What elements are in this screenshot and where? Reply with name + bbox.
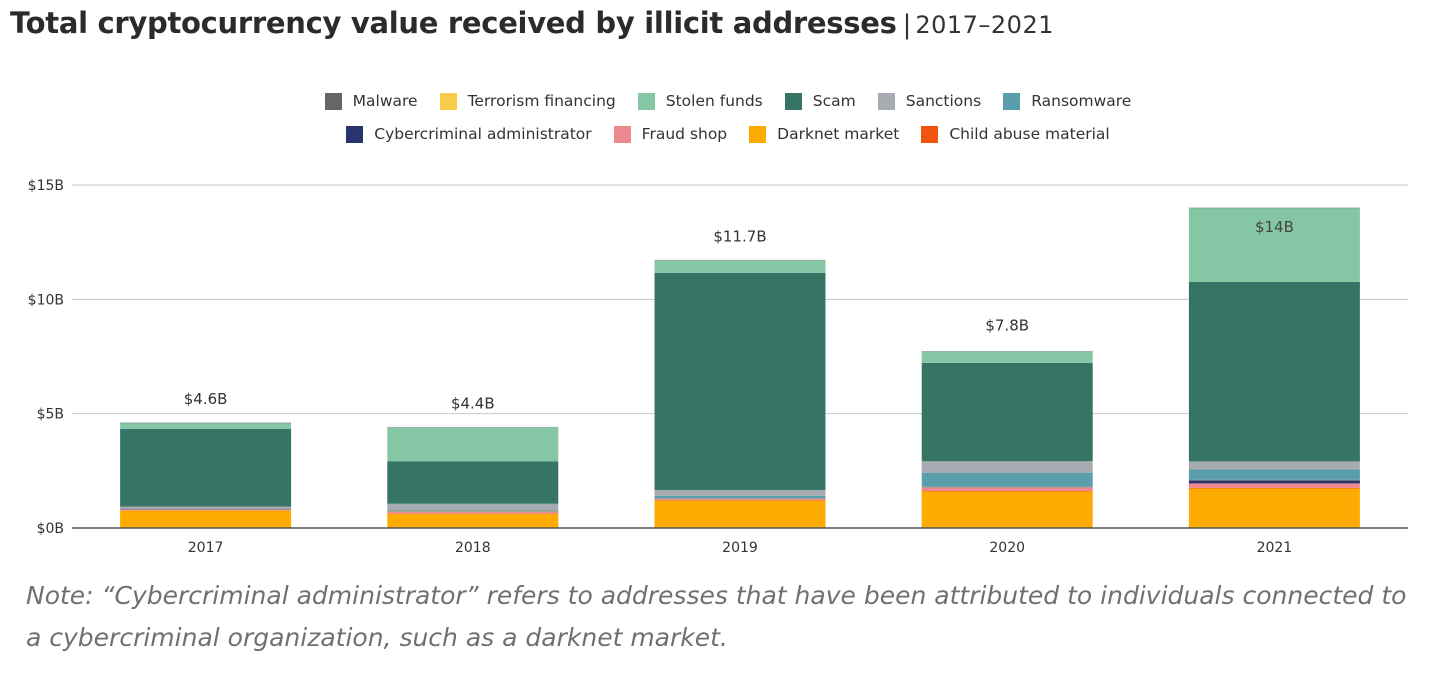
legend-label: Darknet market [777, 125, 900, 143]
y-tick-label: $0B [37, 521, 64, 537]
legend-item-cybercriminal-administrator: Cybercriminal administrator [346, 125, 592, 143]
bar-2020-stolen-funds [921, 351, 1093, 363]
legend-swatch-terrorism-financing [439, 92, 457, 110]
legend-row-2: Cybercriminal administrator Fraud shop Dar… [0, 125, 1456, 143]
bar-2020-sanctions [921, 461, 1093, 473]
bar-2017-fraud-shop [120, 509, 292, 511]
legend-swatch-malware [324, 92, 342, 110]
total-label-2017: $4.6B [184, 390, 228, 408]
y-tick-label: $10B [28, 292, 64, 308]
y-tick-label: $15B [28, 178, 64, 194]
x-tick-label: 2019 [722, 540, 758, 556]
bar-2019-ransomware [654, 495, 826, 499]
bar-2019-scam [654, 272, 826, 491]
bar-2020-scam [921, 362, 1093, 462]
chart-title: Total cryptocurrency value received by i… [10, 6, 1054, 40]
legend-swatch-darknet-market [749, 125, 767, 143]
bar-2019-darknet-market [654, 500, 826, 528]
bar-2018-darknet-market [387, 513, 559, 528]
legend-label: Ransomware [1031, 92, 1132, 110]
total-label-2021: $14B [1255, 218, 1294, 236]
legend-label: Fraud shop [641, 125, 728, 143]
bar-2018-stolen-funds [387, 427, 559, 462]
legend-label: Sanctions [905, 92, 982, 110]
bar-2017-scam [120, 428, 292, 507]
bar-2020-fraud-shop [921, 487, 1093, 491]
bar-2018-sanctions [387, 503, 559, 511]
x-tick-label: 2017 [188, 540, 224, 556]
bar-2021-ransomware [1188, 469, 1360, 480]
legend-label: Child abuse material [949, 125, 1110, 143]
legend-swatch-child-abuse-material [921, 125, 939, 143]
legend-swatch-cybercriminal-administrator [346, 125, 364, 143]
bar-2021-darknet-market [1188, 488, 1360, 528]
bar-2020-ransomware [921, 472, 1093, 487]
y-tick-label: $5B [37, 407, 64, 423]
legend-label: Scam [812, 92, 856, 110]
bar-2020-darknet-market [921, 491, 1093, 528]
legend-label: Terrorism financing [467, 92, 616, 110]
bar-2018-fraud-shop [387, 511, 559, 514]
bar-2017-darknet-market [120, 510, 292, 528]
x-tick-label: 2021 [1257, 540, 1293, 556]
legend-row-1: Malware Terrorism financing Stolen funds Sc… [0, 92, 1456, 110]
bar-2021-scam [1188, 281, 1360, 462]
legend-label: Stolen funds [665, 92, 763, 110]
chart-title-main: Total cryptocurrency value received by i… [10, 6, 897, 40]
legend-item-malware: Malware [324, 92, 418, 110]
total-label-2019: $11.7B [713, 227, 766, 245]
bar-2019-fraud-shop [654, 498, 826, 501]
total-label-2020: $7.8B [985, 317, 1029, 335]
legend-swatch-stolen-funds [637, 92, 655, 110]
x-tick-label: 2020 [989, 540, 1025, 556]
legend-item-terrorism-financing: Terrorism financing [439, 92, 616, 110]
stacked-bar-chart: $0B $5B $10B $15B $4.6B 2017 $4.4B 2018 $11.7B 20… [28, 178, 1408, 556]
legend-label: Malware [352, 92, 418, 110]
legend-item-darknet-market: Darknet market [749, 125, 899, 143]
x-tick-label: 2018 [455, 540, 491, 556]
legend-label: Cybercriminal administrator [374, 125, 592, 143]
bar-2021-sanctions [1188, 461, 1360, 470]
bar-2017-stolen-funds [120, 422, 292, 429]
legend-swatch-sanctions [877, 92, 895, 110]
bar-2019-stolen-funds [654, 260, 826, 273]
title-separator: | [902, 10, 912, 40]
bar-2018-scam [387, 461, 559, 504]
bar-2018-ransomware [387, 510, 559, 512]
bar-2021-fraud-shop [1188, 483, 1360, 488]
legend-item-fraud-shop: Fraud shop [613, 125, 728, 143]
legend-item-child-abuse-material: Child abuse material [921, 125, 1110, 143]
bar-2021-cybercriminal-administrator [1188, 480, 1360, 484]
bar-2017-sanctions [120, 506, 292, 509]
legend-swatch-ransomware [1003, 92, 1021, 110]
total-label-2018: $4.4B [451, 394, 495, 412]
legend-swatch-scam [784, 92, 802, 110]
title-years: 2017–2021 [915, 11, 1054, 39]
legend-item-scam: Scam [784, 92, 856, 110]
legend-item-sanctions: Sanctions [877, 92, 982, 110]
legend-item-ransomware: Ransomware [1003, 92, 1131, 110]
legend-swatch-fraud-shop [613, 125, 631, 143]
bar-2019-sanctions [654, 490, 826, 496]
footnote: Note: “Cybercriminal administrator” refe… [26, 581, 1407, 652]
legend-item-stolen-funds: Stolen funds [637, 92, 763, 110]
bar-2021-stolen-funds [1188, 207, 1360, 282]
